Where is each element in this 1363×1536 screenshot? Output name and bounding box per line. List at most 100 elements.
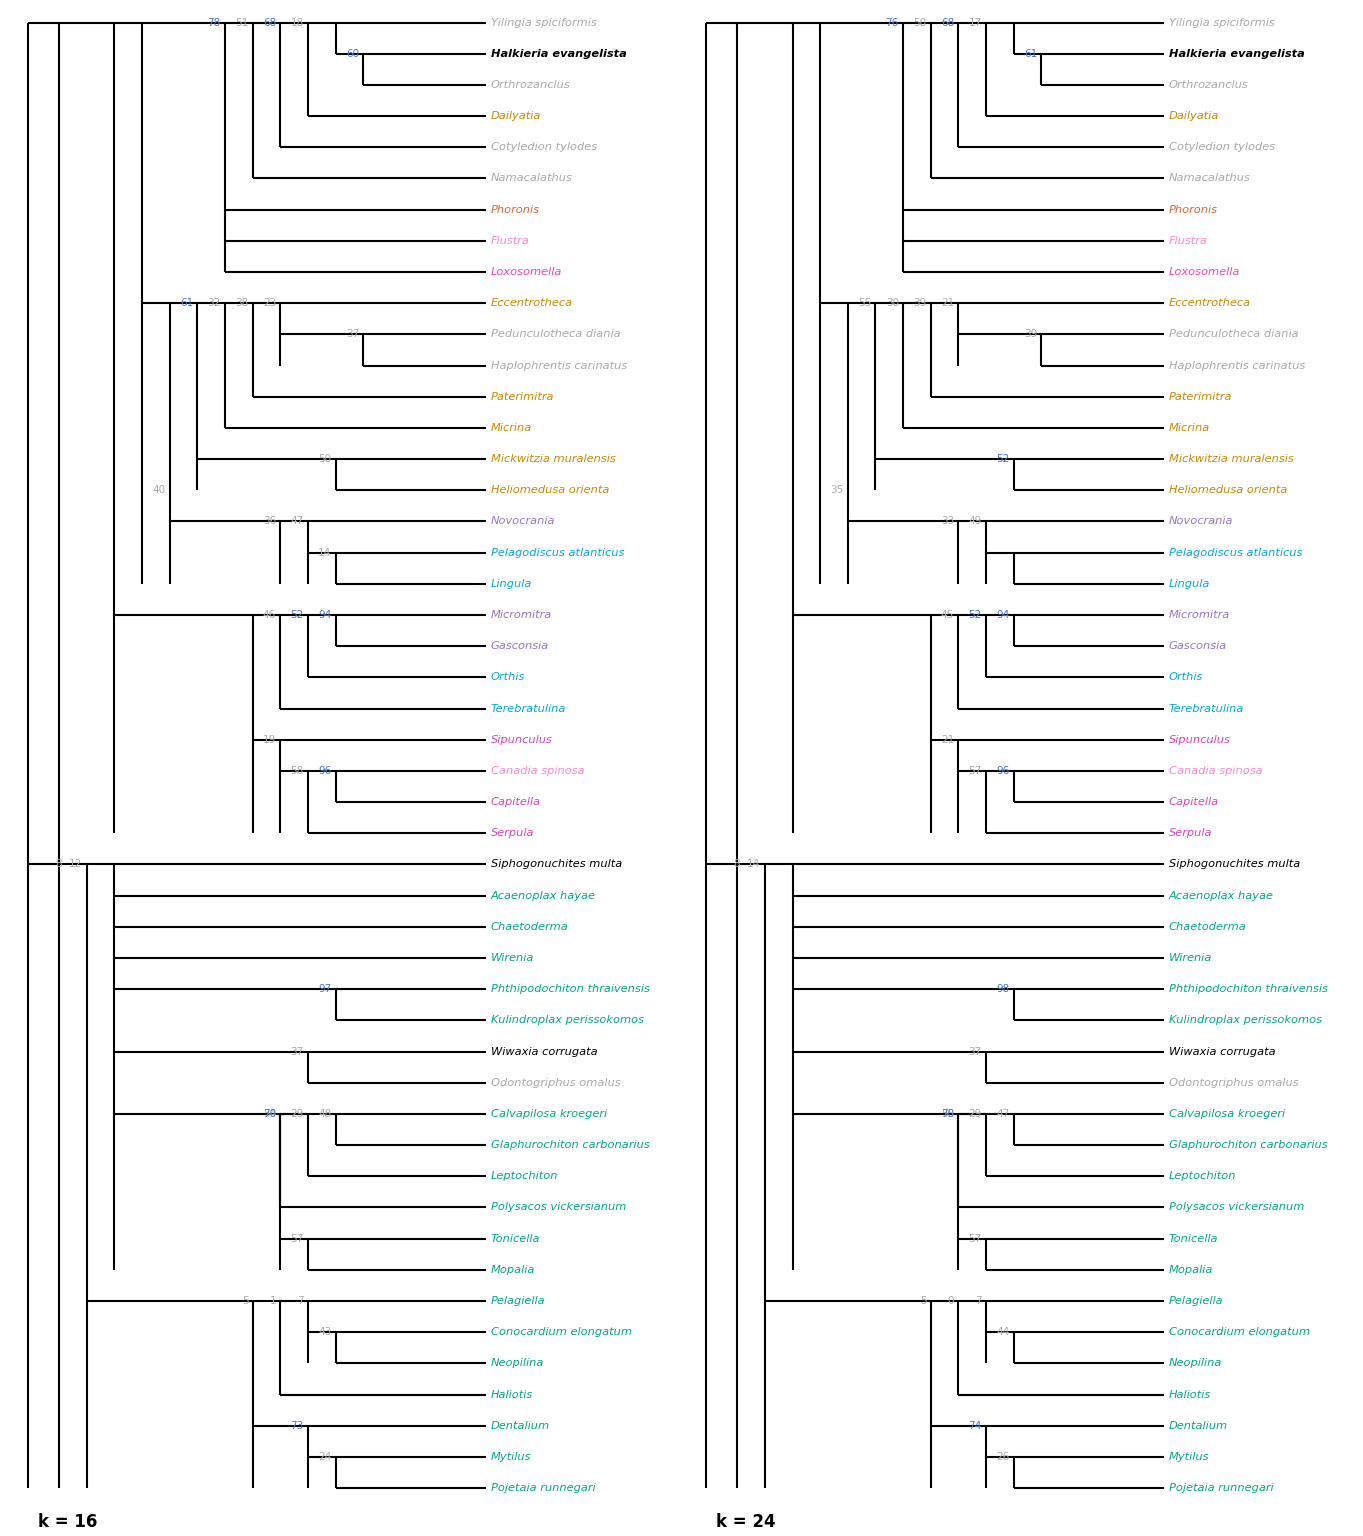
Text: Gasconsia: Gasconsia bbox=[491, 641, 549, 651]
Text: Dentalium: Dentalium bbox=[1168, 1421, 1228, 1430]
Text: Dentalium: Dentalium bbox=[491, 1421, 549, 1430]
Text: 19: 19 bbox=[263, 734, 277, 745]
Text: 40: 40 bbox=[153, 485, 165, 495]
Text: 23: 23 bbox=[263, 298, 277, 309]
Text: 37: 37 bbox=[969, 1046, 981, 1057]
Text: Orthis: Orthis bbox=[491, 673, 525, 682]
Text: Paterimitra: Paterimitra bbox=[491, 392, 553, 402]
Text: Kulindroplax perissokomos: Kulindroplax perissokomos bbox=[1168, 1015, 1322, 1026]
Text: 5: 5 bbox=[241, 1296, 248, 1306]
Text: 46: 46 bbox=[263, 610, 277, 621]
Text: 52: 52 bbox=[290, 610, 304, 621]
Text: Loxosomella: Loxosomella bbox=[1168, 267, 1240, 276]
Text: 49: 49 bbox=[969, 516, 981, 527]
Text: 94: 94 bbox=[996, 610, 1010, 621]
Text: 57: 57 bbox=[290, 1233, 304, 1244]
Text: Terebratulina: Terebratulina bbox=[1168, 703, 1244, 714]
Text: Haplophrentis carinatus: Haplophrentis carinatus bbox=[1168, 361, 1304, 370]
Text: 39: 39 bbox=[913, 298, 927, 309]
Text: Siphogonuchites multa: Siphogonuchites multa bbox=[1168, 860, 1300, 869]
Text: Gasconsia: Gasconsia bbox=[1168, 641, 1227, 651]
Text: Pojetaia runnegari: Pojetaia runnegari bbox=[491, 1484, 596, 1493]
Text: Odontogriphus omalus: Odontogriphus omalus bbox=[491, 1078, 620, 1087]
Text: 74: 74 bbox=[969, 1421, 981, 1430]
Text: Flustra: Flustra bbox=[1168, 237, 1208, 246]
Text: 8: 8 bbox=[733, 860, 740, 869]
Text: 50: 50 bbox=[913, 17, 927, 28]
Text: 47: 47 bbox=[290, 516, 304, 527]
Text: 43: 43 bbox=[318, 1327, 331, 1338]
Text: Serpula: Serpula bbox=[1168, 828, 1212, 839]
Text: 7: 7 bbox=[297, 1296, 304, 1306]
Text: Tonicella: Tonicella bbox=[1168, 1233, 1219, 1244]
Text: k = 16: k = 16 bbox=[38, 1513, 97, 1531]
Text: Micrina: Micrina bbox=[491, 422, 532, 433]
Text: 45: 45 bbox=[940, 610, 954, 621]
Text: 68: 68 bbox=[940, 17, 954, 28]
Text: 21: 21 bbox=[940, 734, 954, 745]
Text: 68: 68 bbox=[263, 17, 277, 28]
Text: 18: 18 bbox=[290, 17, 304, 28]
Text: Serpula: Serpula bbox=[491, 828, 534, 839]
Text: 35: 35 bbox=[830, 485, 844, 495]
Text: Chaetoderma: Chaetoderma bbox=[1168, 922, 1246, 932]
Text: Lingula: Lingula bbox=[491, 579, 532, 588]
Text: Novocrania: Novocrania bbox=[491, 516, 555, 527]
Text: Micromitra: Micromitra bbox=[1168, 610, 1229, 621]
Text: Polysacos vickersianum: Polysacos vickersianum bbox=[1168, 1203, 1304, 1212]
Text: 14: 14 bbox=[318, 548, 331, 558]
Text: Phoronis: Phoronis bbox=[1168, 204, 1217, 215]
Text: Orthrozanclus: Orthrozanclus bbox=[1168, 80, 1249, 91]
Text: Micrina: Micrina bbox=[1168, 422, 1210, 433]
Text: 29: 29 bbox=[969, 1109, 981, 1118]
Text: Orthrozanclus: Orthrozanclus bbox=[491, 80, 570, 91]
Text: Dailyatia: Dailyatia bbox=[1168, 111, 1219, 121]
Text: Calvapilosa kroegeri: Calvapilosa kroegeri bbox=[491, 1109, 607, 1118]
Text: 17: 17 bbox=[969, 17, 981, 28]
Text: 38: 38 bbox=[236, 298, 248, 309]
Text: 7: 7 bbox=[975, 1296, 981, 1306]
Text: Phthipodochiton thraivensis: Phthipodochiton thraivensis bbox=[1168, 985, 1328, 994]
Text: Conocardium elongatum: Conocardium elongatum bbox=[491, 1327, 631, 1338]
Text: Pelagiella: Pelagiella bbox=[1168, 1296, 1223, 1306]
Text: 5: 5 bbox=[920, 1296, 927, 1306]
Text: 94: 94 bbox=[318, 610, 331, 621]
Text: Cotyledion tylodes: Cotyledion tylodes bbox=[491, 143, 597, 152]
Text: 30: 30 bbox=[886, 298, 898, 309]
Text: Pojetaia runnegari: Pojetaia runnegari bbox=[1168, 1484, 1273, 1493]
Text: Wirenia: Wirenia bbox=[491, 952, 534, 963]
Text: 29: 29 bbox=[290, 1109, 304, 1118]
Text: Odontogriphus omalus: Odontogriphus omalus bbox=[1168, 1078, 1298, 1087]
Text: Mopalia: Mopalia bbox=[1168, 1264, 1213, 1275]
Text: 14: 14 bbox=[747, 860, 761, 869]
Text: Loxosomella: Loxosomella bbox=[491, 267, 562, 276]
Text: 55: 55 bbox=[857, 298, 871, 309]
Text: 37: 37 bbox=[346, 329, 358, 339]
Text: Lingula: Lingula bbox=[1168, 579, 1210, 588]
Text: 1: 1 bbox=[270, 1296, 277, 1306]
Text: Haplophrentis carinatus: Haplophrentis carinatus bbox=[491, 361, 627, 370]
Text: 96: 96 bbox=[318, 766, 331, 776]
Text: Neopilina: Neopilina bbox=[491, 1358, 544, 1369]
Text: Tonicella: Tonicella bbox=[491, 1233, 540, 1244]
Text: 39: 39 bbox=[1024, 329, 1037, 339]
Text: Capitella: Capitella bbox=[1168, 797, 1219, 806]
Text: Mytilus: Mytilus bbox=[491, 1452, 532, 1462]
Text: Acaenoplax hayae: Acaenoplax hayae bbox=[1168, 891, 1273, 900]
Text: 97: 97 bbox=[318, 985, 331, 994]
Text: Leptochiton: Leptochiton bbox=[1168, 1172, 1236, 1181]
Text: Neopilina: Neopilina bbox=[1168, 1358, 1223, 1369]
Text: Namacalathus: Namacalathus bbox=[491, 174, 572, 183]
Text: Heliomedusa orienta: Heliomedusa orienta bbox=[491, 485, 609, 495]
Text: 76: 76 bbox=[886, 17, 898, 28]
Text: 52: 52 bbox=[969, 610, 981, 621]
Text: Wiwaxia corrugata: Wiwaxia corrugata bbox=[1168, 1046, 1276, 1057]
Text: Calvapilosa kroegeri: Calvapilosa kroegeri bbox=[1168, 1109, 1285, 1118]
Text: 54: 54 bbox=[263, 1109, 277, 1118]
Text: Canadia spinosa: Canadia spinosa bbox=[1168, 766, 1262, 776]
Text: Novocrania: Novocrania bbox=[1168, 516, 1234, 527]
Text: 78: 78 bbox=[207, 17, 221, 28]
Text: Halkieria evangelista: Halkieria evangelista bbox=[1168, 49, 1304, 58]
Text: 33: 33 bbox=[940, 516, 954, 527]
Text: 8: 8 bbox=[56, 860, 63, 869]
